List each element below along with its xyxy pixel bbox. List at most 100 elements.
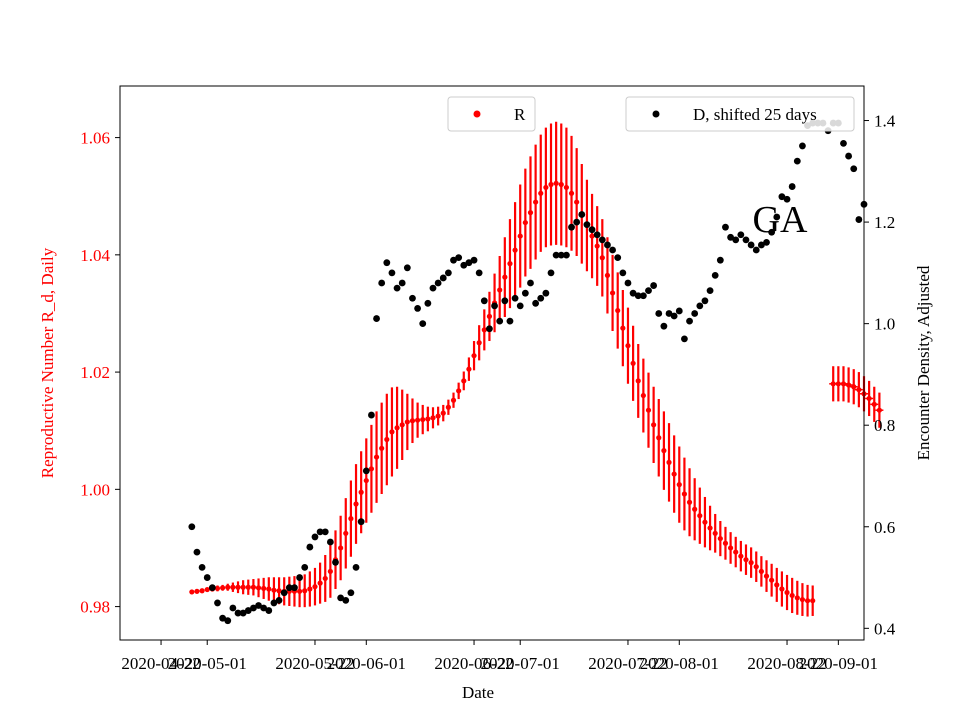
d-point [486,325,493,333]
d-point [737,231,745,239]
d-point [588,226,596,234]
legend-d-box [625,96,855,132]
d-point [429,284,437,292]
d-point [219,614,227,622]
d-point [229,604,237,612]
r-point [420,416,426,423]
r-point [876,407,882,413]
r-point [733,549,739,555]
d-point [419,320,427,328]
r-point [394,425,400,431]
r-point [409,418,416,424]
d-point [393,284,401,292]
d-point [188,523,196,531]
d-point [645,287,652,295]
d-point [368,411,375,419]
d-point [439,274,447,282]
d-point [557,251,565,259]
d-point [840,139,847,147]
d-point [301,563,309,571]
legend-d: D, shifted 25 days [625,96,855,132]
d-point [239,609,247,617]
r-point [676,482,682,488]
r-point [266,586,272,592]
r-point [753,564,759,570]
r-point [794,595,800,601]
r-point [599,255,605,261]
r-point [553,180,559,186]
d-point [763,238,770,246]
d-point [783,195,791,203]
d-point [255,602,262,609]
r-point [261,585,267,592]
r-point [338,545,344,551]
d-point [660,322,668,330]
r-point [538,190,544,196]
left-axis-label: Reproductive Number R_d, Daily [38,247,57,478]
r-point [358,489,364,495]
legend-d-label: D, shifted 25 days [693,105,817,124]
d-point [321,528,329,536]
d-point [778,193,786,201]
d-point [270,599,278,607]
d-point [614,254,622,262]
r-point [717,535,723,542]
d-point [788,183,796,190]
d-point [280,589,288,597]
r-point [763,573,770,579]
r-point [517,233,523,239]
r-point [389,429,395,435]
r-point [435,413,441,419]
right-tick-label: 1.2 [874,213,895,232]
r-point [774,582,780,588]
d-point [563,251,570,259]
right-axis-label: Encounter Density, Adjusted [914,265,933,460]
r-point [425,416,431,422]
d-point [629,289,637,297]
x-tick-label: 2020-05-01 [168,654,247,673]
d-point [470,256,478,264]
r-point [322,575,328,582]
r-point [199,588,205,594]
d-point [845,152,853,160]
d-point [850,165,858,173]
r-point [327,568,333,575]
d-point [568,223,575,231]
r-point [568,190,575,196]
d-point [234,609,242,617]
right-tick-label: 1.4 [874,112,896,131]
r-point [430,415,436,421]
r-point [707,525,713,531]
r-point [440,410,446,416]
d-point [527,279,534,287]
r-point [810,598,816,604]
x-tick-label: 2020-07-22 [588,654,667,673]
r-point [373,454,380,460]
d-point [332,558,339,566]
r-point [312,584,318,590]
r-point [353,501,359,507]
d-point [691,310,699,317]
d-point [316,528,324,536]
d-point [521,289,529,297]
r-point [589,233,595,239]
r-point [466,366,472,372]
r-point [574,199,580,205]
d-point [501,297,509,305]
d-point [547,269,555,277]
d-point [773,213,781,221]
d-point [265,607,273,614]
d-point [650,282,658,289]
d-point [757,241,765,249]
r-point [866,395,872,402]
d-point [373,315,380,322]
r-point [379,445,385,451]
r-point [635,378,641,384]
r-point [497,287,503,293]
d-point [681,335,688,343]
legend-d-marker [652,110,660,118]
d-point [352,563,360,571]
r-point [656,435,662,441]
r-point [594,243,600,249]
